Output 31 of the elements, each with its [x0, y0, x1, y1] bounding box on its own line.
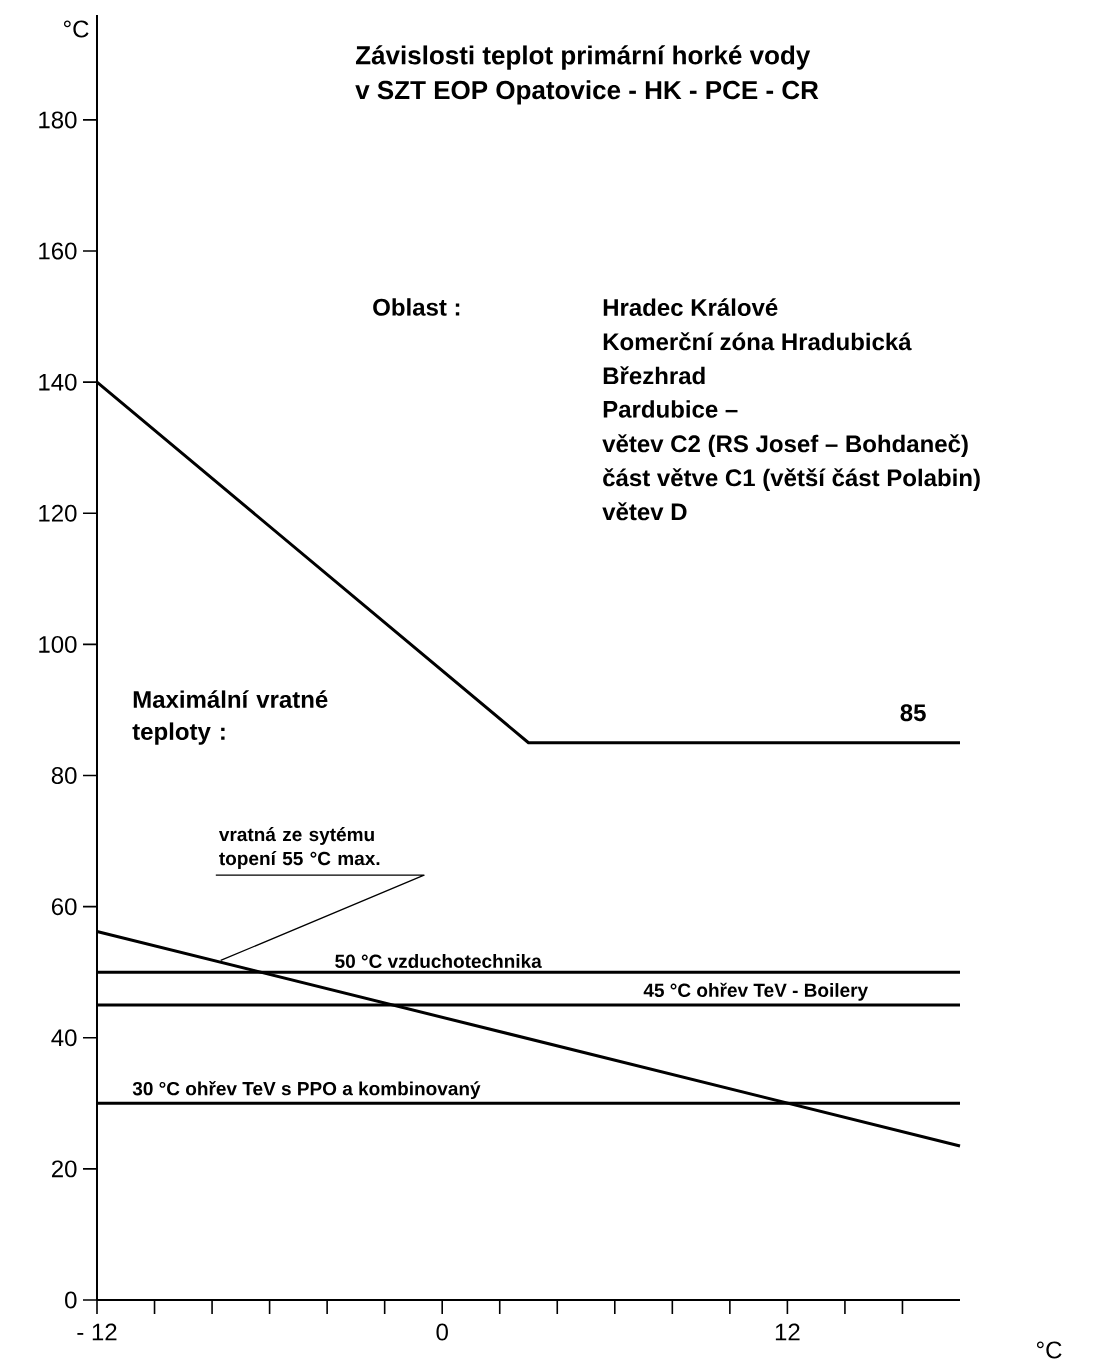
data-label: 85	[900, 704, 926, 722]
annotation: větev C2 (RS Josef – Bohdaneč)	[602, 434, 968, 458]
annotation: Březhrad	[603, 366, 705, 385]
annotation: část větve C1 (větší část Polabin)	[603, 468, 980, 492]
x-tick-label: - 12	[77, 1323, 117, 1341]
ref-line-label: 45 °C ohřev TeV - Boilery	[643, 982, 868, 1001]
ref-line-label: 50 °C vzduchotechnika	[335, 954, 542, 968]
annotation: Komerční zóna Hradubická	[603, 332, 912, 351]
y-tick-label: 20	[51, 1160, 77, 1178]
x-axis-title: °C	[1036, 1341, 1062, 1359]
y-tick-label: 60	[51, 898, 77, 916]
y-tick-label: 80	[51, 767, 77, 784]
y-tick-label: 0	[65, 1291, 77, 1309]
annotation: vratná ze sytému topení 55 °C max.	[218, 827, 380, 869]
y-tick-label: 140	[39, 373, 77, 391]
annotation: Maximální vratné teploty :	[132, 690, 328, 745]
y-axis-title: °C	[63, 20, 89, 38]
y-tick-label: 180	[39, 111, 77, 129]
annotation: Oblast :	[373, 298, 460, 316]
text: Závislosti teplot primární horké vody	[355, 45, 811, 70]
text: v SZT EOP Opatovice - HK - PCE - CR	[355, 80, 819, 105]
annotation: Pardubice –	[603, 400, 738, 418]
y-tick-label: 100	[39, 635, 77, 653]
y-tick-label: 160	[39, 242, 77, 260]
annotation: Hradec Králové	[603, 298, 778, 317]
y-tick-label: 120	[39, 504, 77, 522]
x-tick-label: 12	[775, 1323, 800, 1341]
x-tick-label: 0	[436, 1323, 448, 1341]
ref-line-label: 30 °C ohřev TeV s PPO a kombinovaný	[132, 1080, 481, 1100]
annotation: větev D	[602, 502, 687, 521]
y-tick-label: 40	[51, 1029, 77, 1047]
